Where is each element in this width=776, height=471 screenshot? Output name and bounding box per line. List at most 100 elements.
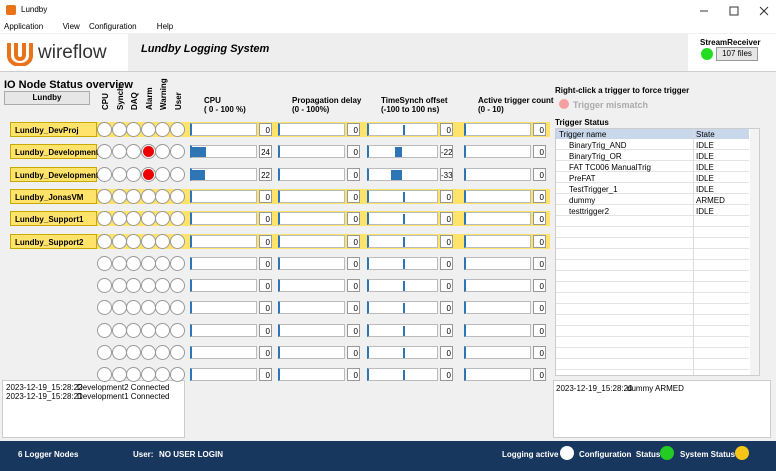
bar — [278, 214, 280, 225]
menu-item[interactable]: Application — [4, 22, 44, 31]
bar-track — [464, 212, 531, 226]
status-led — [112, 322, 127, 338]
trigger-name: BinaryTrig_OR — [569, 152, 622, 161]
bar — [464, 325, 466, 336]
value-box: 0 — [347, 323, 360, 337]
status-led — [112, 166, 127, 182]
trigger-grid-row — [556, 249, 749, 260]
value-box: 0 — [533, 234, 546, 248]
bar-track — [190, 256, 257, 270]
bar-track — [278, 167, 345, 181]
menu-item[interactable]: Configuration — [89, 22, 137, 31]
trigger-state: IDLE — [696, 185, 714, 194]
bar-track — [190, 323, 257, 337]
bar — [464, 191, 466, 202]
log-left-panel — [2, 380, 185, 438]
group-button[interactable]: Lundby — [4, 91, 90, 105]
bar-track — [464, 234, 531, 248]
trigger-state: IDLE — [696, 207, 714, 216]
trigger-name: PreFAT — [569, 174, 596, 183]
value-box: 0 — [533, 301, 546, 315]
status-column-header: CPU — [101, 93, 110, 110]
io-title: IO Node Status overview — [4, 79, 133, 91]
value-box: 0 — [259, 368, 272, 382]
menu-bar: Application View Configuration Help — [0, 20, 776, 33]
bar — [190, 236, 192, 247]
metric-range: ( 0 - 100 %) — [204, 105, 246, 114]
trigger-grid-row — [556, 150, 749, 161]
status-led — [126, 322, 141, 338]
value-box: 0 — [440, 256, 453, 270]
logging-label: Logging active — [502, 450, 559, 459]
bar — [464, 169, 466, 180]
bar-track — [464, 279, 531, 293]
scrollbar — [750, 129, 759, 375]
bar-track — [278, 256, 345, 270]
menu-item[interactable]: View — [62, 22, 80, 31]
status-led — [155, 233, 170, 249]
mismatch-label: Trigger mismatch — [573, 100, 649, 110]
trigger-list — [555, 128, 760, 376]
trigger-grid-row — [556, 183, 749, 194]
value-box: 0 — [347, 145, 360, 159]
value-box: 0 — [533, 189, 546, 203]
bar — [190, 191, 192, 202]
status-led — [155, 367, 170, 383]
metric-range: (0 - 100%) — [292, 105, 330, 114]
trigger-hint: Right-click a trigger to force trigger — [555, 86, 690, 95]
bar — [190, 325, 192, 336]
value-box: 0 — [259, 256, 272, 270]
menu-item[interactable]: Help — [156, 22, 174, 31]
value-box: 0 — [347, 212, 360, 226]
value-box: 0 — [259, 301, 272, 315]
bar-track — [190, 234, 257, 248]
log-message: Development2 Connected — [77, 383, 170, 392]
bar — [278, 258, 280, 269]
bar — [278, 281, 280, 292]
trigger-grid-row — [556, 326, 749, 337]
status-led — [141, 233, 156, 249]
value-box: 0 — [259, 234, 272, 248]
bar — [464, 125, 466, 135]
trigger-grid-row — [556, 238, 749, 249]
value-box: 0 — [347, 234, 360, 248]
bar-track — [278, 279, 345, 293]
status-led — [112, 233, 127, 249]
bar — [278, 169, 280, 180]
alarm-led — [143, 146, 154, 158]
footer — [0, 441, 776, 471]
bar-track — [278, 346, 345, 359]
bar-track — [190, 346, 257, 359]
header-title-bg — [128, 34, 688, 71]
status-led — [155, 144, 170, 160]
status-led — [126, 255, 141, 271]
node-count: 6 Logger Nodes — [18, 450, 79, 459]
window-controls — [700, 6, 769, 16]
status-led — [112, 188, 127, 204]
value-box: 0 — [347, 368, 360, 382]
bar-track — [278, 323, 345, 337]
node-name: Lundby_JonasVM — [10, 188, 97, 204]
status-led — [141, 255, 156, 271]
app-icon — [6, 5, 16, 15]
metric-title: Active trigger count — [478, 96, 554, 105]
bar-track — [464, 301, 531, 315]
status-led — [155, 166, 170, 182]
status-led — [170, 255, 185, 271]
bar — [464, 214, 466, 225]
trigger-grid-row — [556, 282, 749, 293]
bar-track — [278, 368, 345, 382]
status-led — [170, 211, 185, 227]
receiver-button[interactable]: 107 files — [716, 47, 758, 61]
trigger-grid-row — [556, 304, 749, 315]
status-led — [170, 367, 185, 383]
bar — [278, 303, 280, 314]
value-box: 22 — [259, 167, 272, 181]
receiver-indicator — [701, 48, 713, 60]
header-title: Lundby Logging System — [141, 43, 270, 55]
bar — [464, 281, 466, 292]
trigger-grid-row — [556, 161, 749, 172]
metric-title: TimeSynch offset — [381, 96, 448, 105]
value-box: 0 — [440, 346, 453, 359]
value-box: 0 — [440, 323, 453, 337]
